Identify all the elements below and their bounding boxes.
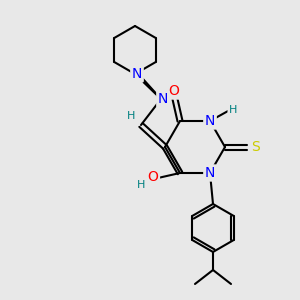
Text: H: H bbox=[137, 180, 145, 190]
Text: N: N bbox=[158, 92, 168, 106]
Text: N: N bbox=[205, 114, 215, 128]
Text: O: O bbox=[148, 170, 158, 184]
Text: S: S bbox=[250, 140, 260, 154]
Text: H: H bbox=[127, 111, 135, 121]
Text: H: H bbox=[229, 105, 237, 115]
Text: O: O bbox=[169, 84, 179, 98]
Text: N: N bbox=[205, 166, 215, 180]
Text: N: N bbox=[132, 67, 142, 81]
